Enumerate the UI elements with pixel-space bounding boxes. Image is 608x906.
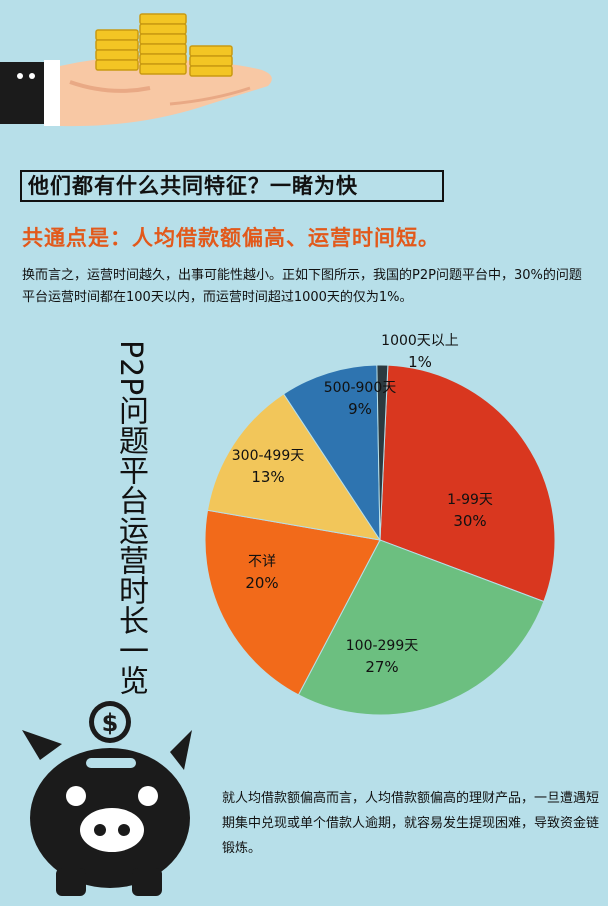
slice-value-label: 27% [365, 658, 398, 676]
piggy-bank-icon: $ [22, 701, 192, 896]
slice-label: 1-99天 [447, 492, 493, 508]
pie-slice [204, 509, 381, 696]
pie-slice [297, 539, 545, 716]
subheadline: 共通点是：人均借款额偏高、运营时间短。 [22, 226, 440, 250]
slice-label: 100-299天 [346, 638, 419, 654]
slice-label: 300-499天 [232, 448, 305, 464]
dollar-coin-icon: $ [89, 701, 131, 743]
pie-slice [379, 364, 556, 603]
slice-label: 不详 [248, 554, 276, 570]
headline: 他们都有什么共同特征？一睹为快 [20, 170, 444, 202]
slice-label: 500-900天 [324, 380, 397, 396]
slice-value-label: 13% [251, 468, 284, 486]
pie-slice [376, 364, 389, 541]
slice-label: 1000天以上 [381, 333, 459, 349]
slice-value-label: 20% [245, 574, 278, 592]
chart-title: P2P问题平台运营时长一览 [113, 340, 148, 696]
slice-value-label: 1% [408, 353, 432, 371]
slice-value-label: 30% [453, 512, 486, 530]
intro-paragraph: 换而言之，运营时间越久，出事可能性越小。正如下图所示，我国的P2P问题平台中，3… [22, 268, 582, 305]
pie-slice [282, 364, 381, 542]
svg-text:$: $ [102, 709, 119, 737]
bottom-note: 就人均借款额偏高而言，人均借款额偏高的理财产品，一旦遭遇短期集中兑现或单个借款人… [222, 791, 600, 856]
pie-slice [206, 393, 382, 541]
slice-value-label: 9% [348, 400, 372, 418]
hand-holding-coins-icon [0, 13, 272, 127]
